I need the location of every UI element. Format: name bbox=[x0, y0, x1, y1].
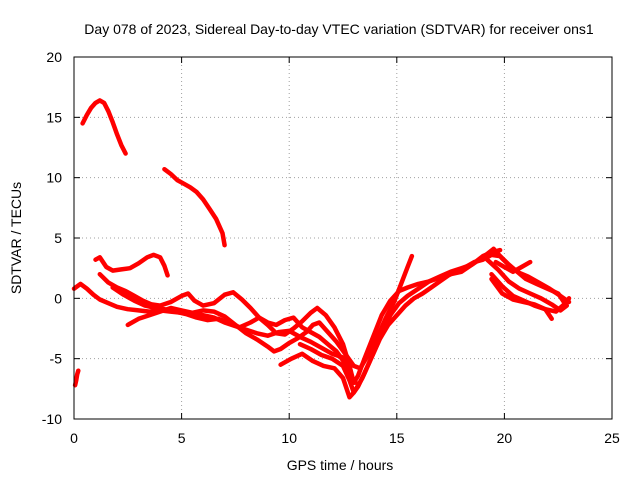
y-tick-label: 5 bbox=[54, 230, 62, 246]
y-tick-label: -5 bbox=[50, 351, 63, 367]
series-line-arc-2 bbox=[80, 98, 128, 156]
series-line-arc-5 bbox=[71, 281, 352, 364]
series-line-arc-13 bbox=[491, 246, 572, 305]
y-axis-label: SDTVAR / TECUs bbox=[8, 182, 24, 294]
chart-title: Day 078 of 2023, Sidereal Day-to-day VTE… bbox=[84, 21, 594, 37]
series-line-arc-8 bbox=[110, 247, 503, 386]
series-line-arc-6 bbox=[97, 271, 359, 386]
series-line-arc-1 bbox=[72, 368, 81, 388]
data-series bbox=[71, 98, 572, 400]
x-axis-label: GPS time / hours bbox=[287, 457, 394, 473]
x-tick-label: 15 bbox=[389, 430, 405, 446]
series-line-arc-7 bbox=[125, 253, 415, 371]
y-tick-label: 0 bbox=[54, 290, 62, 306]
axis-ticks: 0 5 10 15 20 25 -10 -5 0 5 10 15 20 bbox=[42, 49, 620, 446]
y-tick-label: 20 bbox=[46, 49, 62, 65]
x-tick-label: 0 bbox=[70, 430, 78, 446]
y-tick-label: 10 bbox=[46, 170, 62, 186]
x-tick-label: 10 bbox=[281, 430, 297, 446]
x-tick-label: 5 bbox=[178, 430, 186, 446]
series-line-arc-3 bbox=[162, 166, 227, 248]
series-line-arc-14 bbox=[493, 259, 533, 275]
series-line-arc-4 bbox=[93, 252, 170, 278]
y-tick-label: -10 bbox=[42, 411, 62, 427]
x-tick-label: 25 bbox=[604, 430, 620, 446]
x-tick-label: 20 bbox=[497, 430, 513, 446]
series-line-arc-15 bbox=[489, 276, 554, 322]
y-tick-label: 15 bbox=[46, 109, 62, 125]
